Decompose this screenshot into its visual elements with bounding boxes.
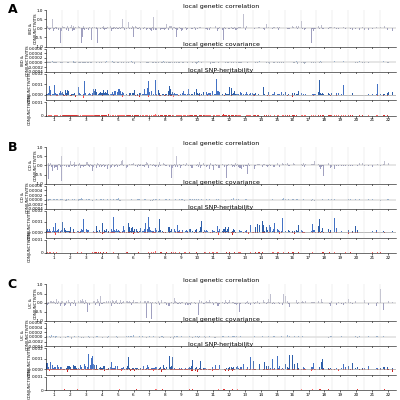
Y-axis label: IBD &
CONJUNCTIVITIS: IBD & CONJUNCTIVITIS	[29, 12, 38, 44]
Y-axis label: UC &
CONJUNCTIVITIS: UC & CONJUNCTIVITIS	[29, 287, 38, 318]
Title: local SNP-heritability: local SNP-heritability	[188, 342, 254, 347]
Y-axis label: CONJUNCTIVITIS: CONJUNCTIVITIS	[28, 93, 32, 125]
Title: local genetic correlation: local genetic correlation	[183, 4, 259, 9]
Text: A: A	[8, 4, 17, 16]
Y-axis label: CONJUNCTIVITIS: CONJUNCTIVITIS	[27, 208, 31, 240]
Y-axis label: CONJUNCTIVITIS: CONJUNCTIVITIS	[28, 368, 32, 399]
Title: local genetic covariance: local genetic covariance	[182, 180, 260, 185]
Title: local genetic covariance: local genetic covariance	[182, 42, 260, 48]
Title: local genetic correlation: local genetic correlation	[183, 141, 259, 146]
Y-axis label: CONJUNCTIVITIS: CONJUNCTIVITIS	[28, 230, 32, 262]
Y-axis label: CD &
CONJUNCTIVITIS: CD & CONJUNCTIVITIS	[29, 150, 38, 181]
Text: B: B	[8, 141, 17, 154]
Title: local SNP-heritability: local SNP-heritability	[188, 205, 254, 210]
Y-axis label: UC &
CONJUNCTIVITIS: UC & CONJUNCTIVITIS	[21, 319, 30, 350]
Y-axis label: CONJUNCTIVITIS: CONJUNCTIVITIS	[27, 71, 31, 103]
Title: local genetic correlation: local genetic correlation	[183, 278, 259, 283]
Y-axis label: CONJUNCTIVITIS: CONJUNCTIVITIS	[27, 346, 31, 377]
Title: local SNP-heritability: local SNP-heritability	[188, 68, 254, 73]
Y-axis label: IBD &
CONJUNCTIVITIS: IBD & CONJUNCTIVITIS	[21, 44, 30, 76]
Title: local genetic covariance: local genetic covariance	[182, 317, 260, 322]
Y-axis label: CD &
CONJUNCTIVITIS: CD & CONJUNCTIVITIS	[21, 182, 30, 213]
Text: C: C	[8, 278, 17, 291]
